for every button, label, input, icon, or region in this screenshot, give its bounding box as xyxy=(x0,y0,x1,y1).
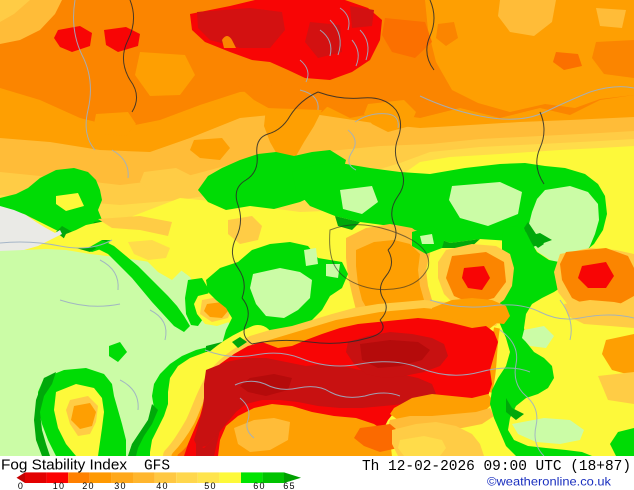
svg-text:0: 0 xyxy=(18,481,24,490)
svg-text:10: 10 xyxy=(53,481,65,490)
svg-text:40: 40 xyxy=(156,481,168,490)
svg-text:65: 65 xyxy=(283,481,295,490)
svg-text:GFS: GFS xyxy=(144,459,170,475)
svg-text:60: 60 xyxy=(253,481,265,490)
svg-text:30: 30 xyxy=(114,481,126,490)
svg-text:20: 20 xyxy=(82,481,94,490)
svg-text:©weatheronline.co.uk: ©weatheronline.co.uk xyxy=(487,475,612,489)
svg-text:Fog Stability Index: Fog Stability Index xyxy=(1,458,128,474)
svg-text:50: 50 xyxy=(204,481,216,490)
svg-text:Th 12-02-2026 09:00 UTC (18+87: Th 12-02-2026 09:00 UTC (18+87) xyxy=(362,459,631,475)
